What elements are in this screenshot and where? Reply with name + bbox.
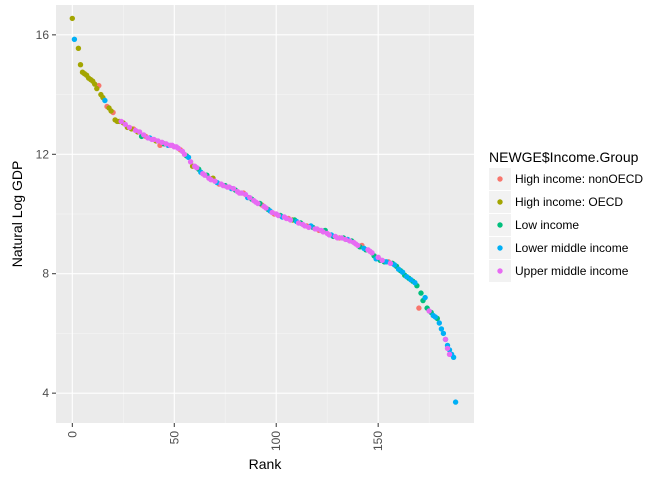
y-tick-label: 4 [42,386,49,400]
data-point [408,277,414,283]
data-point [334,235,341,241]
data-point [446,351,453,357]
data-point [230,185,237,192]
grid-minor [56,5,474,423]
data-point [136,129,143,135]
data-point [399,269,406,275]
legend-title: NEWGE$Income.Group [489,149,639,165]
data-point [422,294,428,301]
y-axis-title: Natural Log GDP [9,161,25,268]
data-point [181,151,188,157]
x-axis: 0 50 100 150 [65,423,385,451]
data-point [132,127,139,134]
data-point [185,154,192,160]
legend-key-point [497,268,503,274]
data-point [269,209,275,216]
data-point [118,118,124,125]
data-point [379,257,385,263]
data-point [75,45,82,51]
data-point [432,314,438,320]
legend-label: Upper middle income [515,264,629,278]
data-point [444,345,451,352]
data-point [122,121,128,128]
data-point [92,81,98,87]
data-point [159,139,165,145]
y-tick-label: 12 [36,147,50,161]
legend-key-point [497,176,503,182]
data-point [436,320,442,326]
data-point [283,215,290,222]
data-point [412,280,418,286]
data-point [391,262,398,268]
data-point [275,212,281,219]
data-point [71,36,78,42]
x-tick-label: 0 [65,431,79,438]
data-point [404,274,410,280]
data-point [369,250,375,256]
data-point [263,205,269,211]
legend-key-point [497,222,503,228]
data-point [247,194,253,201]
data-point [69,15,76,22]
legend-label: High income: nonOECD [515,172,643,186]
legend-key-point [497,245,503,251]
data-point [94,85,100,92]
series-group [118,118,453,357]
data-point [387,260,394,266]
data-point [287,217,294,223]
y-tick-label: 16 [36,28,50,42]
data-point [342,236,349,243]
data-point [355,242,361,249]
data-point [226,184,232,190]
legend: NEWGE$Income.Group High income: nonOECD H… [489,149,643,282]
y-axis: 4 8 12 16 [36,28,56,400]
data-point [175,145,181,151]
legend-label: Low income [515,218,579,232]
data-point [102,97,108,104]
data-point [346,238,353,244]
data-point [361,245,367,251]
data-point [418,290,424,296]
data-point [194,165,200,171]
data-point [416,305,422,311]
data-point [242,191,249,198]
data-point [202,172,208,178]
data-point [212,178,218,184]
x-tick-label: 150 [371,431,385,451]
data-point [306,224,312,231]
data-point [395,266,402,272]
data-point [126,124,133,131]
legend-key-point [497,199,503,205]
data-point [77,61,84,68]
legend-label: Lower middle income [515,241,629,255]
data-point [314,226,320,232]
x-tick-label: 100 [269,431,283,451]
data-point [383,259,389,265]
x-tick-label: 50 [167,431,181,445]
data-point [375,254,381,260]
data-point [220,182,226,189]
data-point [255,200,261,207]
data-point [295,220,302,226]
data-point [442,336,449,343]
legend-label: High income: OECD [515,195,623,209]
data-point [426,308,432,314]
data-point [440,330,447,337]
data-point [187,159,194,165]
data-point [151,136,157,143]
data-point [438,326,445,332]
x-axis-title: Rank [249,456,283,472]
data-point [163,141,169,147]
data-point [320,229,326,235]
y-tick-label: 8 [42,267,49,281]
data-point [450,354,457,360]
data-point [141,132,147,138]
data-point [452,399,459,405]
data-points [69,15,459,405]
data-point [108,108,114,114]
data-point [326,232,332,238]
